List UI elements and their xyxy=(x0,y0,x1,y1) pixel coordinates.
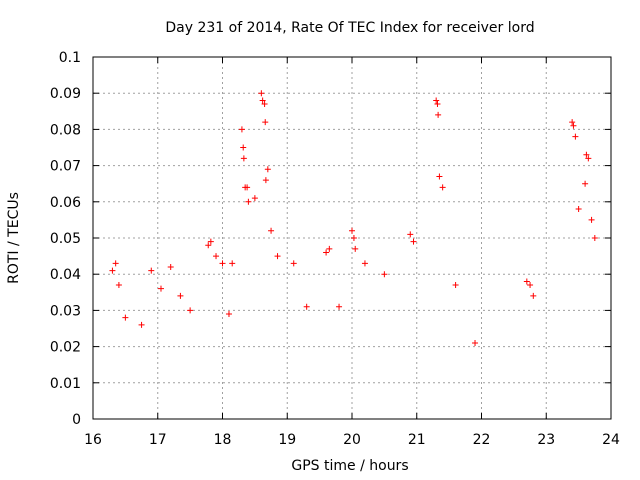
data-point xyxy=(274,253,281,260)
data-point xyxy=(435,111,442,118)
y-tick-label: 0 xyxy=(72,412,81,428)
y-tick-label: 0.08 xyxy=(50,122,81,138)
data-point xyxy=(530,292,537,299)
data-point xyxy=(588,216,595,223)
x-tick-label: 17 xyxy=(149,432,167,448)
data-point xyxy=(251,195,258,202)
data-point xyxy=(258,90,265,97)
data-point xyxy=(323,249,330,256)
data-point xyxy=(407,231,414,238)
data-point xyxy=(219,260,226,267)
data-point xyxy=(148,267,155,274)
y-tick-label: 0.01 xyxy=(50,376,81,392)
data-point xyxy=(572,133,579,140)
data-point xyxy=(350,235,357,241)
data-point xyxy=(591,235,598,241)
x-tick-label: 24 xyxy=(602,432,620,448)
y-axis-title: ROTI / TECUs xyxy=(6,192,22,284)
data-point xyxy=(349,227,355,234)
data-point xyxy=(207,238,214,245)
y-tick-label: 0.07 xyxy=(50,159,81,175)
data-point xyxy=(452,282,459,289)
x-tick-label: 19 xyxy=(278,432,296,448)
data-point xyxy=(240,155,247,162)
y-tick-label: 0.1 xyxy=(59,50,81,66)
data-point xyxy=(268,227,275,234)
data-point xyxy=(109,267,116,274)
y-tick-label: 0.03 xyxy=(50,303,81,319)
data-point xyxy=(290,260,297,267)
x-tick-label: 20 xyxy=(343,432,361,448)
data-point xyxy=(259,97,266,104)
x-axis-title: GPS time / hours xyxy=(291,458,408,474)
data-point xyxy=(436,173,443,180)
data-point xyxy=(433,97,440,104)
data-point xyxy=(303,303,310,310)
data-point xyxy=(381,271,388,278)
x-tick-label: 18 xyxy=(214,432,232,448)
x-tick-label: 22 xyxy=(473,432,491,448)
data-point xyxy=(225,311,232,318)
data-point xyxy=(569,119,576,126)
data-point xyxy=(240,144,247,151)
data-point xyxy=(336,303,343,310)
data-point xyxy=(229,260,236,267)
data-point xyxy=(213,253,220,260)
data-point xyxy=(434,101,441,108)
x-axis-tick-labels: 16 17 18 19 20 21 22 23 24 xyxy=(84,432,620,448)
data-point xyxy=(439,184,446,191)
y-tick-label: 0.05 xyxy=(50,231,81,247)
x-tick-label: 16 xyxy=(84,432,102,448)
data-point xyxy=(472,339,479,346)
data-point xyxy=(122,314,129,321)
data-point xyxy=(157,285,164,292)
y-tick-label: 0.06 xyxy=(50,195,81,211)
y-axis-tick-labels: 0 0.01 0.02 0.03 0.04 0.05 0.06 0.07 0.08 0.09 0.1 xyxy=(50,50,81,428)
data-point xyxy=(575,206,582,213)
chart-title: Day 231 of 2014, Rate Of TEC Index for r… xyxy=(165,20,534,36)
data-point xyxy=(138,321,145,328)
data-point xyxy=(583,151,590,158)
data-point xyxy=(570,122,577,129)
data-point xyxy=(262,119,269,126)
data-markers xyxy=(109,90,598,346)
data-point xyxy=(261,101,268,108)
y-tick-label: 0.04 xyxy=(50,267,81,283)
data-point xyxy=(523,278,530,285)
data-point xyxy=(361,260,368,267)
data-point xyxy=(245,198,252,205)
data-point xyxy=(585,155,592,162)
x-tick-label: 23 xyxy=(537,432,555,448)
grid xyxy=(93,57,611,419)
data-point xyxy=(527,282,534,289)
data-point xyxy=(205,242,212,249)
data-point xyxy=(264,166,271,173)
y-tick-label: 0.09 xyxy=(50,86,81,102)
data-point xyxy=(352,245,359,252)
data-point xyxy=(326,245,333,252)
data-point xyxy=(187,307,194,314)
y-tick-label: 0.02 xyxy=(50,340,81,356)
data-point xyxy=(177,292,184,299)
axis-ticks xyxy=(92,56,612,420)
data-point xyxy=(244,184,251,191)
data-point xyxy=(238,126,245,133)
data-point xyxy=(115,282,122,289)
data-point xyxy=(410,238,417,245)
x-tick-label: 21 xyxy=(408,432,426,448)
data-point xyxy=(167,263,174,270)
data-point xyxy=(582,180,589,187)
data-point xyxy=(112,260,119,267)
data-point xyxy=(262,177,269,184)
